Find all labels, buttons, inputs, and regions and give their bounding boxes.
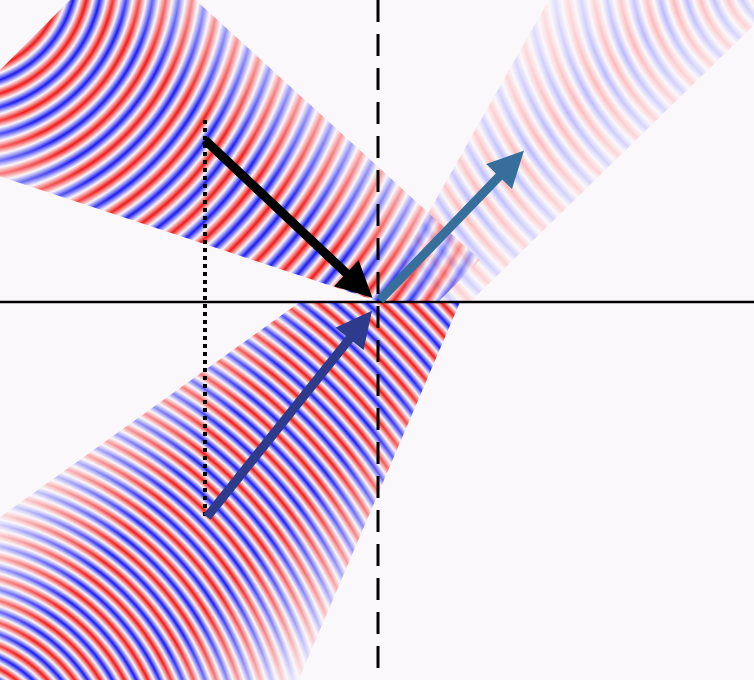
incident-wave-arrow xyxy=(201,136,373,298)
transmitted-wave-arrow xyxy=(203,310,372,520)
reflected-wave-arrow xyxy=(376,150,524,304)
